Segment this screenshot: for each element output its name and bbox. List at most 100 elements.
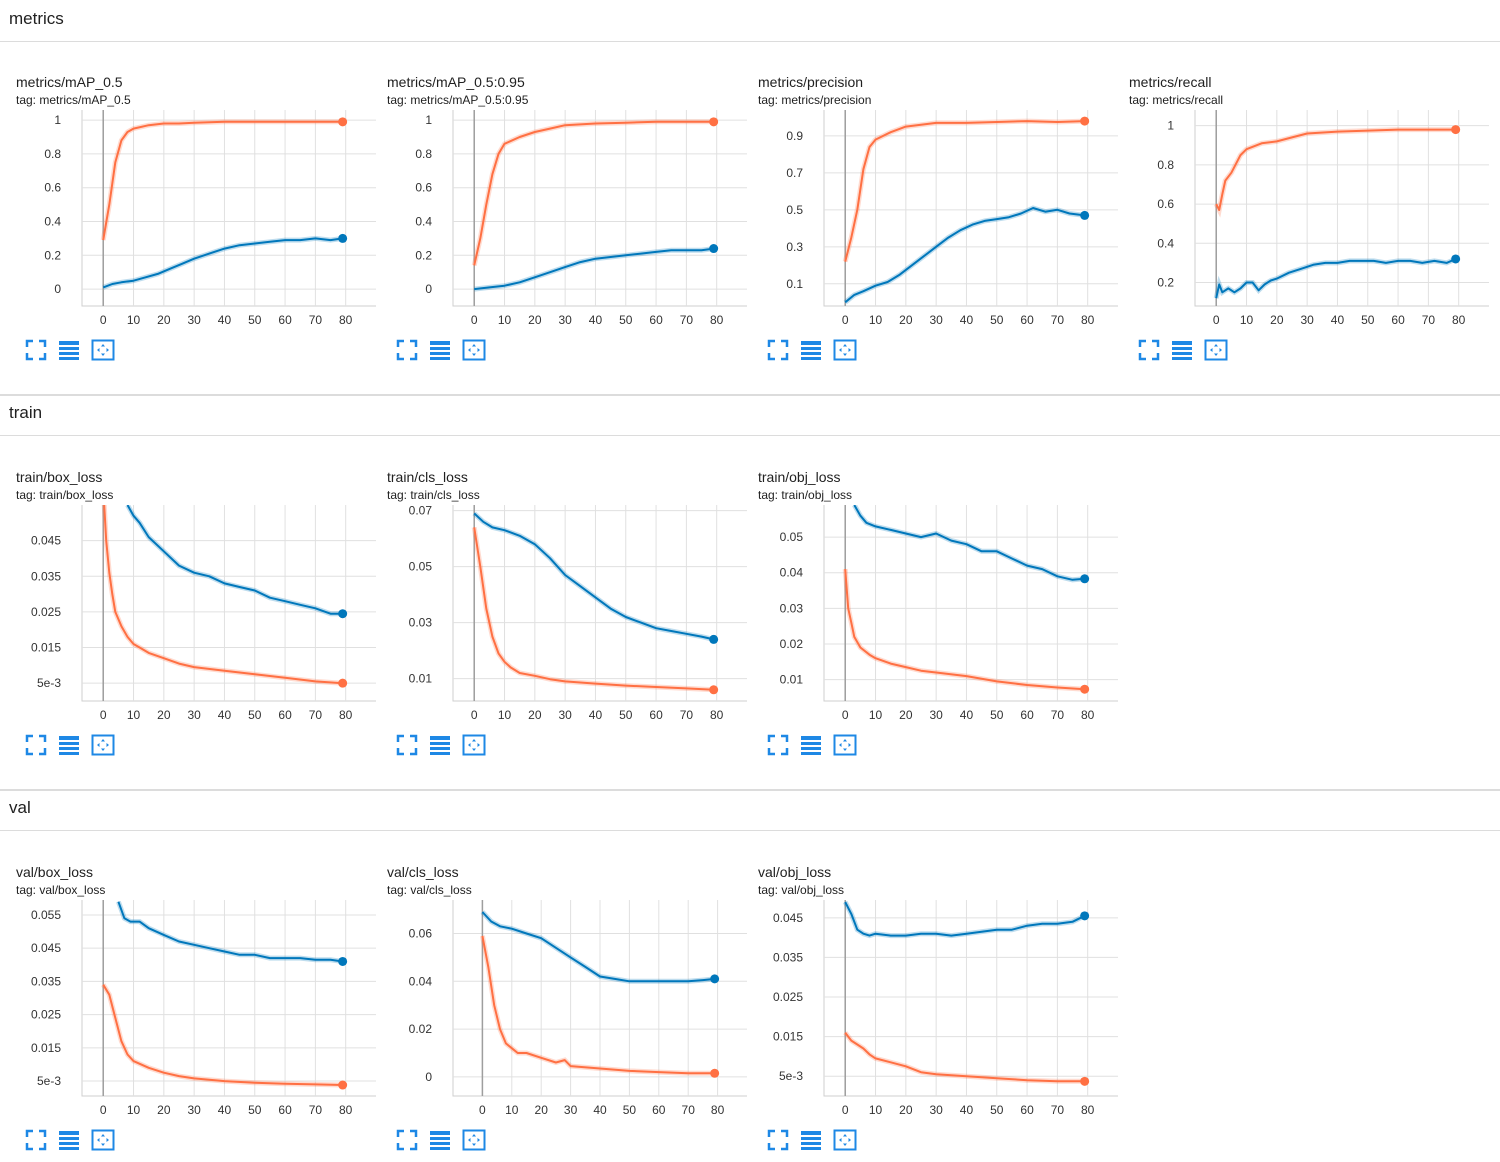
chart-svg[interactable]: 0 10 20 30 40 50 60 70 80 0.01 0.03 0.05 0.07 xyxy=(371,504,747,727)
x-tick-label: 60 xyxy=(1020,313,1034,327)
fit-domain-icon[interactable] xyxy=(462,338,486,362)
series-raw-blue xyxy=(125,505,343,617)
fit-domain-icon[interactable] xyxy=(91,338,115,362)
x-tick-label: 70 xyxy=(1422,313,1436,327)
x-tick-label: 40 xyxy=(593,1103,607,1117)
data-table-icon[interactable] xyxy=(428,1128,452,1152)
chart-svg[interactable]: 0 10 20 30 40 50 60 70 80 0 0.2 0.4 0.6 0.8 1 xyxy=(371,110,747,332)
x-tick-label: 40 xyxy=(960,313,974,327)
x-tick-label: 70 xyxy=(309,313,323,327)
chart-tag: tag: train/cls_loss xyxy=(387,488,480,502)
x-tick-label: 40 xyxy=(589,313,603,327)
fullscreen-icon[interactable] xyxy=(24,733,48,757)
series-end-point-orange xyxy=(1080,684,1090,694)
fullscreen-icon[interactable] xyxy=(1137,338,1161,362)
series-end-point-orange xyxy=(338,117,348,127)
chart-tag: tag: val/box_loss xyxy=(16,883,106,897)
y-tick-label: 1 xyxy=(54,113,61,127)
y-tick-label: 0.1 xyxy=(786,277,803,291)
chart-card-val-box-loss: val/box_loss tag: val/box_loss 0 10 20 30 40… xyxy=(0,840,376,1160)
x-tick-label: 70 xyxy=(680,708,694,722)
chart-svg[interactable]: 0 10 20 30 40 50 60 70 80 0 0.2 0.4 0.6 0.8 1 xyxy=(0,110,376,332)
chart-card-metrics-recall: metrics/recall tag: metrics/recall 0 10 20… xyxy=(1113,50,1489,370)
fullscreen-icon[interactable] xyxy=(395,733,419,757)
y-tick-label: 0.055 xyxy=(31,908,61,922)
x-tick-label: 10 xyxy=(1240,313,1254,327)
fullscreen-icon[interactable] xyxy=(395,338,419,362)
series-line-orange xyxy=(473,527,714,691)
series-raw-orange xyxy=(1213,127,1456,218)
series-end-point-blue xyxy=(338,956,348,966)
data-table-icon[interactable] xyxy=(428,733,452,757)
data-table-icon[interactable] xyxy=(57,733,81,757)
fit-domain-icon[interactable] xyxy=(462,733,486,757)
plot-frame xyxy=(81,505,376,702)
y-tick-label: 0.045 xyxy=(773,911,803,925)
x-tick-label: 70 xyxy=(1051,1103,1065,1117)
x-tick-label: 80 xyxy=(1081,708,1095,722)
fullscreen-icon[interactable] xyxy=(24,1128,48,1152)
series-end-point-blue xyxy=(338,233,348,243)
fit-domain-icon[interactable] xyxy=(91,1128,115,1152)
chart-title: train/obj_loss xyxy=(758,469,841,485)
data-table-icon[interactable] xyxy=(799,1128,823,1152)
section-header-metrics[interactable]: metrics xyxy=(0,0,1500,42)
y-tick-label: 0.015 xyxy=(31,641,61,655)
chart-svg[interactable]: 0 10 20 30 40 50 60 70 80 0.2 0.4 0.6 0.8 1 xyxy=(1113,110,1489,332)
x-tick-label: 30 xyxy=(929,313,943,327)
series-end-point-blue xyxy=(1451,254,1461,264)
x-tick-label: 40 xyxy=(960,708,974,722)
plot-frame xyxy=(452,900,747,1097)
series-raw-orange xyxy=(843,1031,1085,1084)
y-tick-label: 5e-3 xyxy=(37,1074,61,1088)
series-line-orange xyxy=(844,120,1085,262)
data-table-icon[interactable] xyxy=(1170,338,1194,362)
series-end-point-orange xyxy=(338,1080,348,1090)
x-tick-label: 10 xyxy=(869,313,883,327)
x-tick-label: 50 xyxy=(248,313,262,327)
fullscreen-icon[interactable] xyxy=(395,1128,419,1152)
chart-svg[interactable]: 0 10 20 30 40 50 60 70 80 0.01 0.02 0.03 0.04 0.05 xyxy=(742,505,1118,727)
y-tick-label: 0.4 xyxy=(415,215,432,229)
chart-svg[interactable]: 0 10 20 30 40 50 60 70 80 0 0.02 0.04 0.06 xyxy=(371,900,747,1122)
data-table-icon[interactable] xyxy=(57,338,81,362)
section-header-train[interactable]: train xyxy=(0,394,1500,436)
x-tick-label: 20 xyxy=(899,313,913,327)
x-tick-label: 40 xyxy=(589,708,603,722)
fullscreen-icon[interactable] xyxy=(766,733,790,757)
fit-domain-icon[interactable] xyxy=(833,338,857,362)
y-tick-label: 0.04 xyxy=(409,974,433,988)
data-table-icon[interactable] xyxy=(428,338,452,362)
x-tick-label: 70 xyxy=(1051,313,1065,327)
section-header-val[interactable]: val xyxy=(0,789,1500,831)
chart-svg[interactable]: 0 10 20 30 40 50 60 70 80 5e-3 0.015 0.025 0.035 0.04… xyxy=(0,900,376,1122)
fit-domain-icon[interactable] xyxy=(1204,338,1228,362)
chart-tag: tag: val/cls_loss xyxy=(387,883,472,897)
chart-svg[interactable]: 0 10 20 30 40 50 60 70 80 5e-3 0.015 0.025 0.035 0.04… xyxy=(0,505,376,727)
fullscreen-icon[interactable] xyxy=(24,338,48,362)
x-tick-label: 60 xyxy=(1020,708,1034,722)
fit-domain-icon[interactable] xyxy=(91,733,115,757)
fit-domain-icon[interactable] xyxy=(833,733,857,757)
series-end-point-orange xyxy=(710,1068,720,1078)
y-tick-label: 0 xyxy=(425,282,432,296)
fullscreen-icon[interactable] xyxy=(766,1128,790,1152)
y-tick-label: 0.035 xyxy=(31,974,61,988)
chart-card-train-cls-loss: train/cls_loss tag: train/cls_loss 0 10 20… xyxy=(371,445,747,765)
x-tick-label: 10 xyxy=(127,313,141,327)
data-table-icon[interactable] xyxy=(799,733,823,757)
series-end-point-orange xyxy=(709,685,719,695)
x-tick-label: 30 xyxy=(558,708,572,722)
x-tick-label: 80 xyxy=(1081,1103,1095,1117)
data-table-icon[interactable] xyxy=(57,1128,81,1152)
series-line-orange xyxy=(473,120,714,266)
fullscreen-icon[interactable] xyxy=(766,338,790,362)
chart-svg[interactable]: 0 10 20 30 40 50 60 70 80 5e-3 0.015 0.025 0.035 0.04… xyxy=(742,900,1118,1122)
fit-domain-icon[interactable] xyxy=(833,1128,857,1152)
fit-domain-icon[interactable] xyxy=(462,1128,486,1152)
x-tick-label: 80 xyxy=(1081,313,1095,327)
x-tick-label: 30 xyxy=(564,1103,578,1117)
x-tick-label: 50 xyxy=(248,1103,262,1117)
chart-svg[interactable]: 0 10 20 30 40 50 60 70 80 0.1 0.3 0.5 0.7 0.9 xyxy=(742,110,1118,332)
data-table-icon[interactable] xyxy=(799,338,823,362)
